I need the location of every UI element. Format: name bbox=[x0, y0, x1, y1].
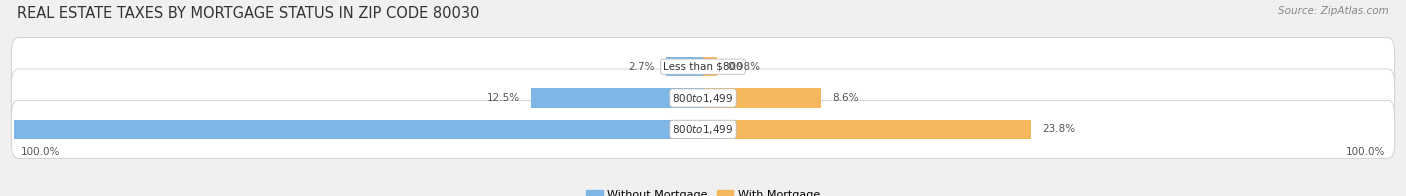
Bar bbox=[703, 120, 1031, 139]
Bar bbox=[666, 57, 703, 76]
FancyBboxPatch shape bbox=[11, 69, 1395, 127]
FancyBboxPatch shape bbox=[11, 38, 1395, 96]
Text: Less than $800: Less than $800 bbox=[664, 62, 742, 72]
Bar bbox=[531, 88, 703, 108]
Text: $800 to $1,499: $800 to $1,499 bbox=[672, 123, 734, 136]
Text: 12.5%: 12.5% bbox=[486, 93, 520, 103]
Text: 0.98%: 0.98% bbox=[727, 62, 761, 72]
Bar bbox=[0, 120, 703, 139]
Text: Source: ZipAtlas.com: Source: ZipAtlas.com bbox=[1278, 6, 1389, 16]
Text: $800 to $1,499: $800 to $1,499 bbox=[672, 92, 734, 104]
Text: 100.0%: 100.0% bbox=[21, 147, 60, 157]
Text: 8.6%: 8.6% bbox=[832, 93, 859, 103]
Text: REAL ESTATE TAXES BY MORTGAGE STATUS IN ZIP CODE 80030: REAL ESTATE TAXES BY MORTGAGE STATUS IN … bbox=[17, 6, 479, 21]
Bar bbox=[703, 88, 821, 108]
Bar bbox=[703, 57, 717, 76]
Text: 23.8%: 23.8% bbox=[1042, 124, 1076, 134]
Text: 100.0%: 100.0% bbox=[1346, 147, 1385, 157]
Legend: Without Mortgage, With Mortgage: Without Mortgage, With Mortgage bbox=[582, 185, 824, 196]
Text: 2.7%: 2.7% bbox=[628, 62, 655, 72]
FancyBboxPatch shape bbox=[11, 100, 1395, 158]
